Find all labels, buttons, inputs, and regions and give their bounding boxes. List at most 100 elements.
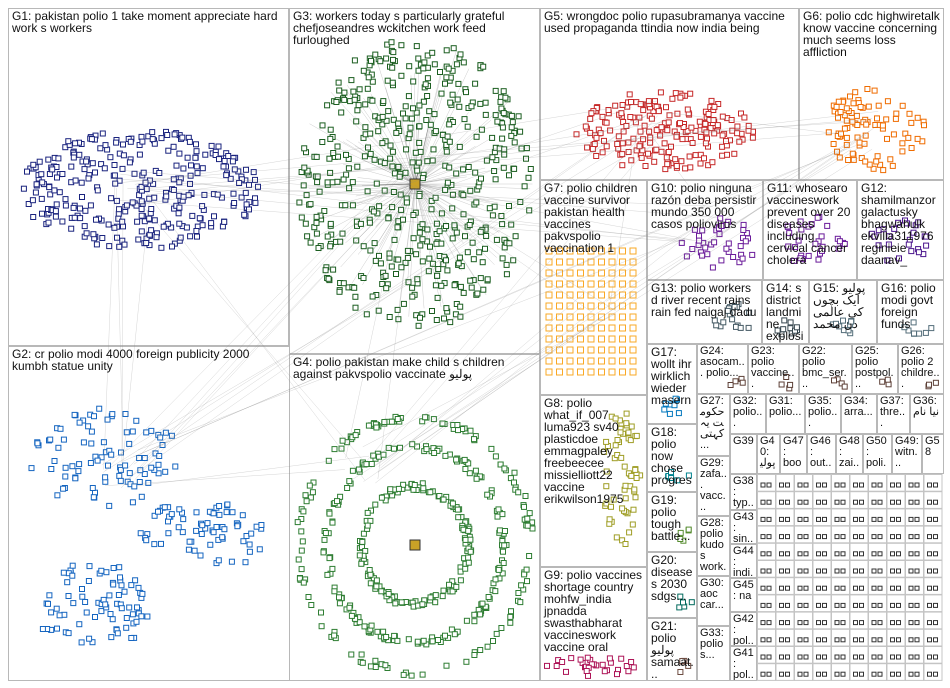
graph-node[interactable]: [814, 214, 821, 221]
graph-node[interactable]: [396, 173, 403, 180]
graph-node[interactable]: [93, 241, 100, 248]
graph-node[interactable]: [785, 243, 792, 250]
graph-node[interactable]: [563, 668, 569, 675]
graph-node[interactable]: [797, 482, 803, 488]
graph-node[interactable]: [223, 172, 230, 179]
graph-node[interactable]: [732, 378, 739, 385]
graph-node[interactable]: [871, 671, 877, 677]
graph-node[interactable]: [298, 516, 305, 522]
graph-node[interactable]: [102, 142, 109, 149]
graph-node[interactable]: [320, 549, 327, 556]
graph-node[interactable]: [843, 117, 850, 124]
graph-node[interactable]: [381, 160, 388, 167]
graph-node[interactable]: [443, 662, 450, 669]
graph-node[interactable]: [646, 128, 653, 135]
graph-node[interactable]: [54, 174, 60, 181]
graph-node[interactable]: [896, 585, 901, 591]
graph-node[interactable]: [53, 201, 60, 208]
graph-node[interactable]: [896, 551, 901, 557]
graph-node[interactable]: [853, 516, 858, 522]
graph-node[interactable]: [642, 163, 649, 169]
graph-node[interactable]: [884, 98, 891, 105]
graph-node[interactable]: [116, 206, 122, 213]
graph-node[interactable]: [243, 166, 249, 173]
graph-node[interactable]: [385, 444, 392, 451]
graph-node[interactable]: [472, 467, 479, 474]
graph-node[interactable]: [489, 212, 496, 219]
graph-node[interactable]: [170, 187, 177, 193]
graph-node[interactable]: [356, 552, 363, 559]
graph-node[interactable]: [126, 440, 133, 447]
graph-node[interactable]: [176, 220, 183, 227]
graph-node[interactable]: [106, 592, 113, 599]
graph-node[interactable]: [566, 368, 574, 376]
graph-node[interactable]: [423, 446, 430, 453]
graph-node[interactable]: [329, 519, 336, 526]
graph-node[interactable]: [932, 379, 939, 386]
graph-node[interactable]: [803, 671, 809, 677]
graph-node[interactable]: [677, 536, 684, 542]
graph-node[interactable]: [630, 664, 637, 671]
graph-node[interactable]: [165, 530, 172, 537]
graph-node[interactable]: [325, 275, 332, 282]
graph-node[interactable]: [411, 482, 418, 488]
graph-node[interactable]: [55, 444, 62, 451]
graph-node[interactable]: [402, 103, 409, 110]
graph-node[interactable]: [120, 152, 127, 159]
graph-node[interactable]: [822, 499, 827, 505]
graph-node[interactable]: [376, 203, 383, 210]
graph-node[interactable]: [785, 516, 790, 522]
graph-node[interactable]: [131, 483, 138, 490]
graph-node[interactable]: [456, 143, 463, 150]
graph-node[interactable]: [132, 577, 139, 584]
graph-node[interactable]: [737, 324, 744, 331]
graph-node[interactable]: [506, 240, 513, 247]
graph-node[interactable]: [410, 105, 416, 112]
group-g36[interactable]: G36: نیا نام: [910, 394, 944, 434]
graph-node[interactable]: [30, 161, 37, 168]
graph-node[interactable]: [632, 119, 639, 126]
graph-node[interactable]: [450, 45, 457, 52]
graph-node[interactable]: [313, 219, 320, 226]
group-g48[interactable]: G48: zai...: [836, 434, 863, 474]
graph-node[interactable]: [739, 255, 746, 262]
graph-node[interactable]: [168, 224, 175, 231]
graph-node[interactable]: [56, 189, 63, 196]
graph-node[interactable]: [336, 594, 342, 601]
graph-node[interactable]: [336, 87, 343, 94]
graph-node[interactable]: [65, 138, 72, 145]
graph-node[interactable]: [429, 49, 436, 56]
graph-node[interactable]: [467, 548, 474, 555]
graph-node[interactable]: [83, 158, 90, 165]
graph-node[interactable]: [223, 509, 230, 516]
graph-node[interactable]: [62, 196, 69, 203]
group-g35[interactable]: G35: polio...: [805, 394, 841, 434]
graph-node[interactable]: [545, 335, 553, 343]
graph-node[interactable]: [455, 260, 462, 267]
graph-node[interactable]: [704, 251, 711, 258]
graph-node[interactable]: [405, 93, 412, 100]
graph-node[interactable]: [472, 80, 479, 87]
graph-node[interactable]: [785, 654, 790, 660]
graph-node[interactable]: [727, 382, 734, 388]
graph-node[interactable]: [780, 326, 787, 333]
graph-node[interactable]: [356, 619, 363, 626]
graph-node[interactable]: [890, 585, 895, 591]
graph-node[interactable]: [467, 427, 474, 434]
graph-node[interactable]: [816, 654, 821, 660]
group-g8[interactable]: G8: polio what_if_007 luma923 sv40 plast…: [540, 395, 647, 567]
graph-node[interactable]: [566, 357, 574, 365]
graph-node[interactable]: [599, 661, 606, 668]
graph-node[interactable]: [508, 132, 515, 139]
graph-node[interactable]: [390, 189, 397, 195]
graph-node[interactable]: [349, 467, 356, 474]
graph-node[interactable]: [877, 534, 883, 540]
graph-node[interactable]: [818, 233, 825, 240]
graph-node[interactable]: [591, 141, 598, 147]
graph-node[interactable]: [188, 162, 194, 169]
graph-node[interactable]: [785, 585, 790, 591]
graph-node[interactable]: [545, 302, 553, 310]
graph-node[interactable]: [242, 189, 249, 196]
graph-node[interactable]: [927, 671, 932, 677]
graph-node[interactable]: [381, 187, 388, 194]
